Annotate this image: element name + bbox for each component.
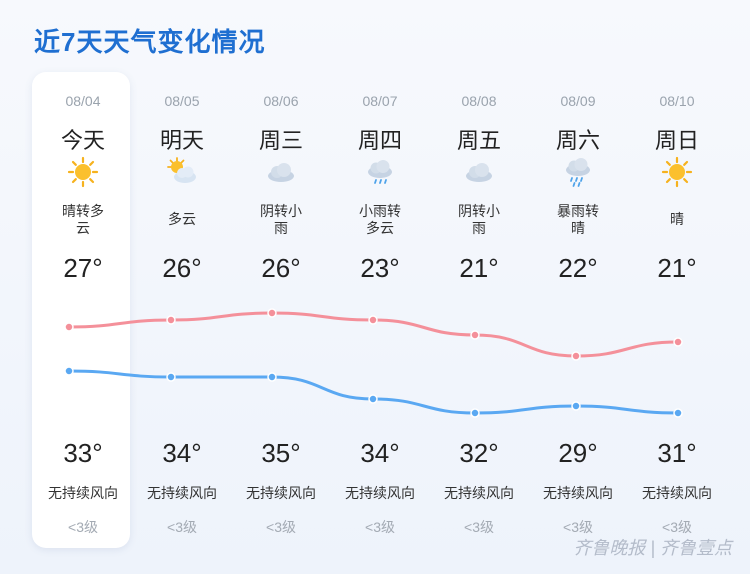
weather-desc-line1: 暴雨转 <box>557 203 599 219</box>
day-column: 08/10 周日晴 21° 31° 无持续风向 <3级 <box>628 0 726 574</box>
weather-description: 晴转多云 <box>53 203 113 237</box>
high-temp-label: 26° <box>261 253 301 283</box>
weather-desc-line1: 多云 <box>168 211 196 227</box>
day-name: 周日 <box>654 128 699 153</box>
high-temp-point <box>673 337 683 347</box>
weather-description: 阴转小雨 <box>251 203 311 237</box>
high-temp-label: 27° <box>63 253 103 283</box>
low-temp-point <box>470 408 480 418</box>
wind-direction: 无持续风向 <box>345 485 415 501</box>
high-temp-label: 26° <box>162 253 202 283</box>
weather-desc-line1: 晴转多 <box>62 203 104 219</box>
day-column: 08/07 周四小雨转 多云 23° 34° 无持续风向 <3级 <box>331 0 429 574</box>
low-temp-point <box>368 394 378 404</box>
weather-desc-line1: 阴转小 <box>458 203 500 219</box>
weather-description: 晴 <box>647 211 707 228</box>
low-temp-label: 34° <box>360 438 400 468</box>
low-temp-point <box>166 372 176 382</box>
day-name: 周四 <box>357 128 402 153</box>
high-temp-point <box>166 315 176 325</box>
high-temp-label: 22° <box>558 253 598 283</box>
weather-desc-line2: 晴 <box>571 220 585 236</box>
day-date: 08/10 <box>659 93 695 109</box>
low-temp-point <box>571 401 581 411</box>
day-name: 明天 <box>159 128 204 153</box>
low-temp-point <box>64 366 74 376</box>
day-name: 周六 <box>555 128 600 153</box>
high-temp-label: 23° <box>360 253 400 283</box>
low-temp-point <box>673 408 683 418</box>
low-temp-label: 31° <box>657 438 697 468</box>
high-temp-point <box>267 308 277 318</box>
wind-level: <3级 <box>464 519 494 535</box>
day-date: 08/06 <box>263 93 299 109</box>
high-temp-points <box>64 308 683 361</box>
wind-level: <3级 <box>266 519 296 535</box>
low-temp-label: 35° <box>261 438 301 468</box>
low-temp-label: 32° <box>459 438 499 468</box>
weather-desc-line2: 雨 <box>472 220 486 236</box>
weather-desc-line2: 云 <box>76 220 90 236</box>
rain-cloud-icon <box>364 156 396 188</box>
day-date: 08/08 <box>461 93 497 109</box>
low-temp-label: 33° <box>63 438 103 468</box>
weather-desc-line2: 多云 <box>366 220 394 236</box>
wind-direction: 无持续风向 <box>48 485 118 501</box>
day-column: 08/05 明天多云 26° 34° 无持续风向 <3级 <box>133 0 231 574</box>
day-date: 08/05 <box>164 93 200 109</box>
cloud-icon <box>463 156 495 188</box>
day-date: 08/09 <box>560 93 596 109</box>
watermark: 齐鲁晚报 | 齐鲁壹点 <box>573 538 732 558</box>
day-column: 08/08 周五阴转小雨 21° 32° 无持续风向 <3级 <box>430 0 528 574</box>
low-temp-label: 34° <box>162 438 202 468</box>
day-date: 08/04 <box>65 93 101 109</box>
wind-direction: 无持续风向 <box>642 485 712 501</box>
wind-level: <3级 <box>167 519 197 535</box>
day-column: 08/06 周三阴转小雨 26° 35° 无持续风向 <3级 <box>232 0 330 574</box>
day-column: 08/09 周六暴雨转晴 22° 29° 无持续风向 <3级 <box>529 0 627 574</box>
high-temp-point <box>368 315 378 325</box>
wind-level: <3级 <box>365 519 395 535</box>
today-card-highlight <box>32 72 130 548</box>
page-title: 近7天天气变化情况 <box>34 27 266 57</box>
day-name: 今天 <box>60 128 105 153</box>
high-temp-point <box>571 351 581 361</box>
low-temp-points <box>64 366 683 418</box>
cloud-icon <box>265 156 297 188</box>
weather-desc-line1: 晴 <box>670 211 684 227</box>
wind-level: <3级 <box>68 519 98 535</box>
wind-direction: 无持续风向 <box>246 485 316 501</box>
day-name: 周三 <box>258 128 303 153</box>
low-temp-label: 29° <box>558 438 598 468</box>
high-temp-label: 21° <box>459 253 499 283</box>
wind-level: <3级 <box>662 519 692 535</box>
partly-cloudy-icon <box>166 156 198 188</box>
day-date: 08/07 <box>362 93 398 109</box>
heavy-rain-icon <box>562 156 594 188</box>
sun-icon <box>67 156 99 188</box>
day-name: 周五 <box>456 128 501 153</box>
high-temp-label: 21° <box>657 253 697 283</box>
wind-direction: 无持续风向 <box>444 485 514 501</box>
sun-icon <box>661 156 693 188</box>
weather-description: 小雨转 多云 <box>350 203 410 237</box>
weather-desc-line1: 小雨转 <box>359 203 401 219</box>
day-column: 08/04 今天晴转多云 27° 33° 无持续风向 <3级 <box>34 0 132 574</box>
wind-direction: 无持续风向 <box>543 485 613 501</box>
low-temp-point <box>267 372 277 382</box>
wind-direction: 无持续风向 <box>147 485 217 501</box>
high-temp-point <box>64 322 74 332</box>
weather-description: 暴雨转晴 <box>548 203 608 237</box>
weather-description: 多云 <box>152 211 212 228</box>
weather-description: 阴转小雨 <box>449 203 509 237</box>
weather-desc-line1: 阴转小 <box>260 203 302 219</box>
high-temp-point <box>470 330 480 340</box>
wind-level: <3级 <box>563 519 593 535</box>
weather-desc-line2: 雨 <box>274 220 288 236</box>
